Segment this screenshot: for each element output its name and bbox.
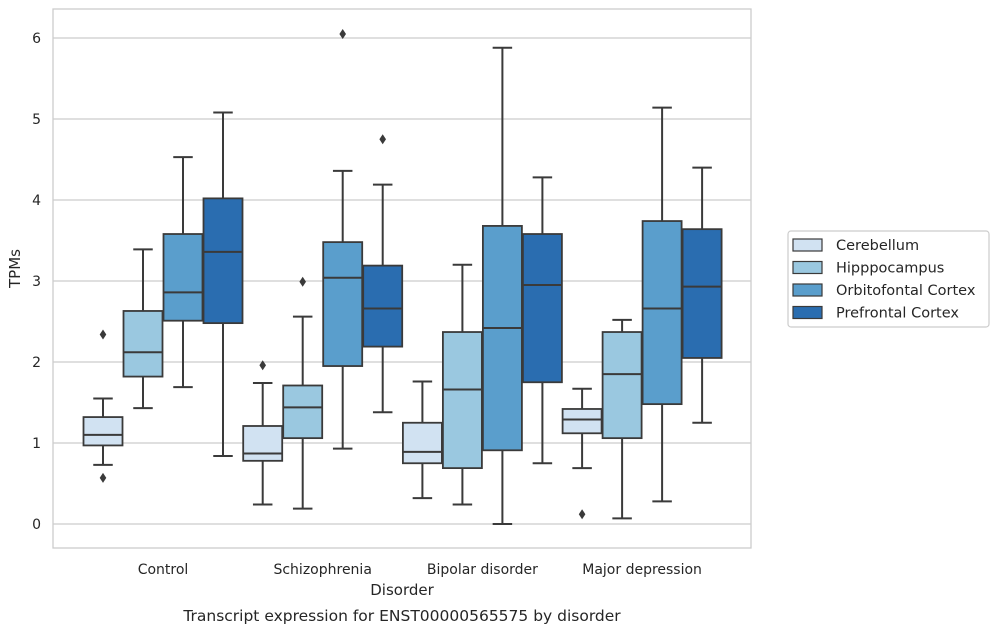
box: [162, 233, 204, 322]
legend-label: Prefrontal Cortex: [836, 306, 959, 322]
legend: Cerebellum Hipppocampus Orbitofontal Corte…: [787, 230, 990, 328]
box-cerebellum-control: [82, 329, 124, 483]
box-orbitofontal-cortex-schizophrenia: [322, 28, 364, 450]
box-hipppocampus-schizophrenia: [282, 276, 324, 510]
outlier-point: [578, 509, 586, 520]
box: [601, 331, 643, 440]
box: [481, 225, 523, 452]
legend-label: Hipppocampus: [836, 261, 944, 277]
outlier-point: [259, 360, 266, 371]
box: [282, 384, 324, 440]
box-prefrontal-cortex-bipolar-disorder: [522, 176, 563, 465]
x-tick-label: Bipolar disorder: [427, 562, 538, 578]
x-tick-label: Control: [138, 562, 189, 578]
box-prefrontal-cortex-control: [202, 111, 244, 457]
y-tick-label: 6: [32, 31, 41, 47]
box-orbitofontal-cortex-control: [162, 156, 204, 389]
plot-frame: [52, 8, 752, 549]
box-hipppocampus-bipolar-disorder: [441, 263, 483, 506]
outlier-point: [339, 28, 346, 39]
box: [441, 331, 483, 470]
y-axis-label: TPMs: [6, 249, 24, 289]
legend-swatch: [792, 238, 823, 252]
box: [362, 264, 404, 348]
y-tick-label: 4: [32, 193, 41, 209]
chart-caption: Transcript expression for ENST0000056557…: [182, 607, 621, 625]
box: [641, 220, 683, 406]
box: [82, 416, 124, 447]
legend-frame: [787, 230, 990, 328]
y-tick-label: 1: [32, 436, 41, 452]
y-tick-label: 2: [32, 355, 41, 371]
legend-swatch: [792, 283, 823, 297]
box-cerebellum-bipolar-disorder: [401, 380, 443, 500]
box: [401, 421, 443, 465]
box-cerebellum-major-depression: [561, 387, 603, 520]
legend-label: Orbitofontal Cortex: [836, 283, 976, 299]
x-tick-labels: Control Schizophrenia Bipolar disorder Majo…: [138, 562, 702, 578]
y-tick-labels: 0 1 2 3 4 5 6: [32, 31, 41, 533]
y-tick-label: 5: [32, 112, 41, 128]
box-prefrontal-cortex-schizophrenia: [362, 134, 404, 414]
x-axis-label: Disorder: [370, 581, 434, 599]
x-tick-label: Schizophrenia: [273, 562, 371, 578]
legend-swatch: [792, 305, 823, 320]
box: [242, 425, 284, 462]
y-tick-label: 3: [32, 274, 41, 290]
box: [522, 233, 563, 384]
box-orbitofontal-cortex-major-depression: [641, 106, 683, 503]
box-prefrontal-cortex-major-depression: [681, 166, 723, 424]
outlier-point: [379, 134, 386, 145]
box-series: [82, 28, 723, 525]
box-hipppocampus-major-depression: [601, 318, 643, 520]
outlier-point: [99, 472, 107, 483]
box-orbitofontal-cortex-bipolar-disorder: [481, 46, 523, 525]
box-cerebellum-schizophrenia: [242, 360, 284, 506]
legend-label: Cerebellum: [836, 238, 919, 254]
legend-swatch: [792, 260, 823, 275]
box: [122, 310, 164, 378]
y-tick-label: 0: [32, 517, 41, 533]
outlier-point: [99, 329, 107, 340]
x-tick-label: Major depression: [582, 562, 702, 578]
box: [681, 228, 723, 359]
box: [561, 408, 603, 435]
box: [202, 197, 244, 325]
box: [322, 241, 364, 367]
box-hipppocampus-control: [122, 248, 164, 410]
outlier-point: [299, 276, 306, 287]
